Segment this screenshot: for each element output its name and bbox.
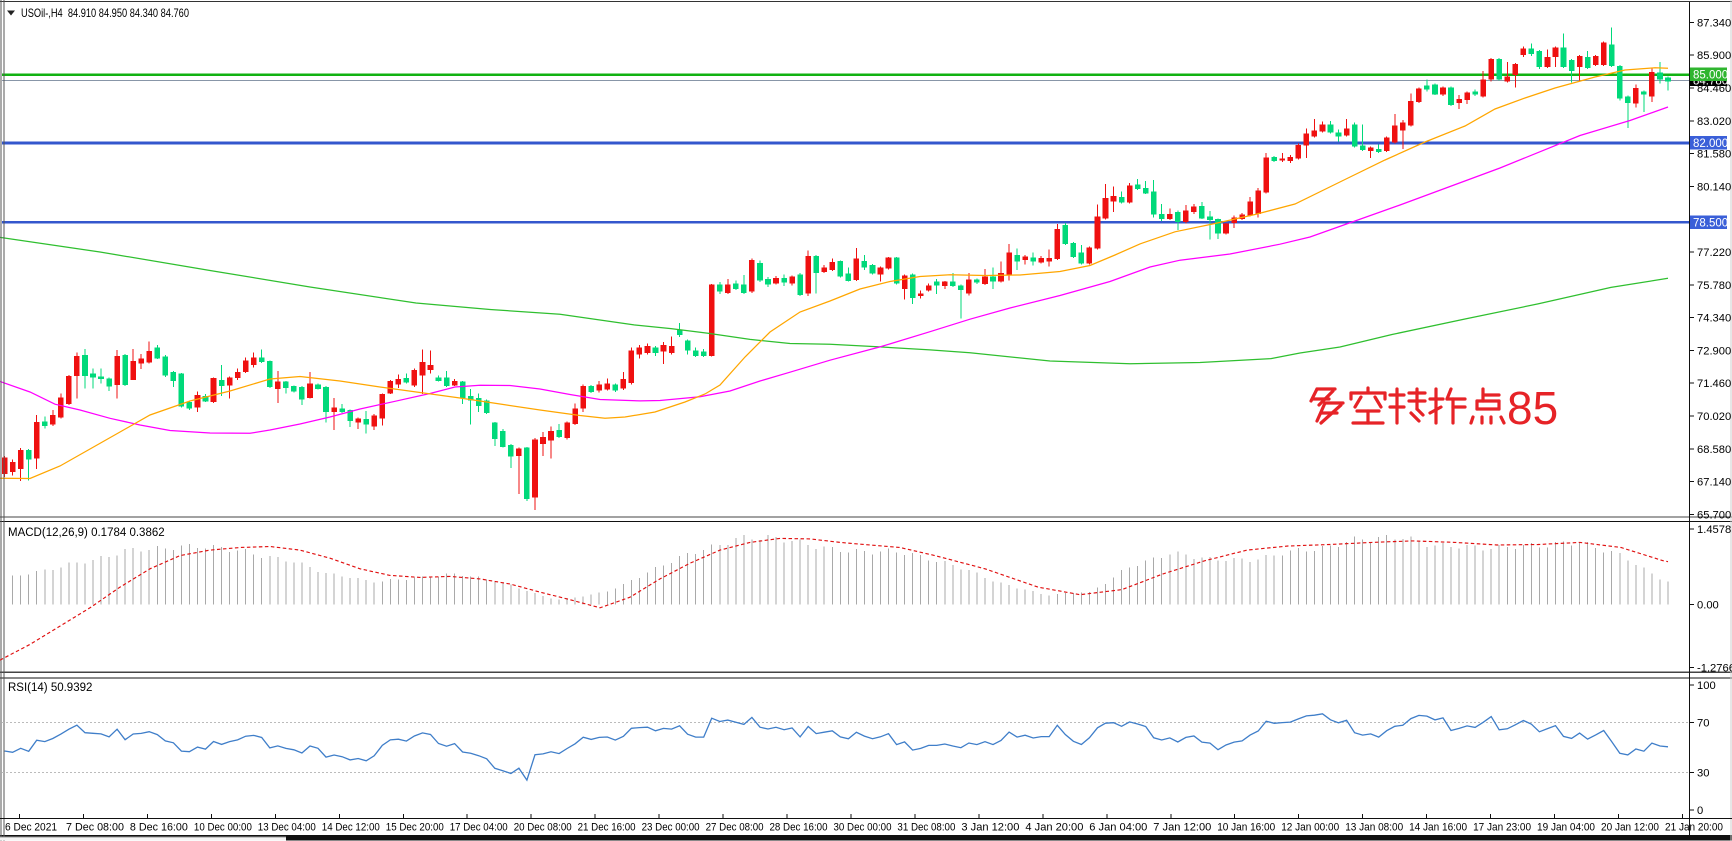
svg-text:MACD(12,26,9) 0.1784 0.3862: MACD(12,26,9) 0.1784 0.3862 <box>8 527 165 539</box>
svg-text:13 Jan 08:00: 13 Jan 08:00 <box>1345 822 1403 834</box>
svg-text:10 Dec 00:00: 10 Dec 00:00 <box>194 822 252 834</box>
svg-text:-1.2766: -1.2766 <box>1697 663 1732 675</box>
svg-text:87.340: 87.340 <box>1697 17 1731 29</box>
svg-text:31 Dec 08:00: 31 Dec 08:00 <box>897 822 955 834</box>
svg-text:RSI(14) 50.9392: RSI(14) 50.9392 <box>8 682 92 694</box>
svg-text:74.340: 74.340 <box>1697 313 1731 325</box>
svg-text:85.900: 85.900 <box>1697 50 1731 62</box>
svg-text:72.900: 72.900 <box>1697 345 1731 357</box>
svg-text:75.780: 75.780 <box>1697 280 1731 292</box>
svg-text:68.580: 68.580 <box>1697 444 1731 456</box>
svg-text:0.00: 0.00 <box>1697 599 1719 611</box>
svg-text:17 Dec 04:00: 17 Dec 04:00 <box>450 822 508 834</box>
svg-text:14 Dec 12:00: 14 Dec 12:00 <box>322 822 380 834</box>
svg-text:100: 100 <box>1697 680 1716 692</box>
svg-text:67.140: 67.140 <box>1697 477 1731 489</box>
svg-text:77.220: 77.220 <box>1697 247 1731 259</box>
svg-text:21 Jan 20:00: 21 Jan 20:00 <box>1665 822 1723 834</box>
svg-text:7 Jan 12:00: 7 Jan 12:00 <box>1153 822 1211 834</box>
svg-text:70.020: 70.020 <box>1697 411 1731 423</box>
svg-text:30 Dec 00:00: 30 Dec 00:00 <box>834 822 892 834</box>
svg-text:78.500: 78.500 <box>1693 218 1728 230</box>
svg-text:85.000: 85.000 <box>1693 69 1728 81</box>
svg-text:15 Dec 20:00: 15 Dec 20:00 <box>386 822 444 834</box>
svg-text:81.580: 81.580 <box>1697 149 1731 161</box>
svg-text:USOil-,H4 84.910 84.950 84.34: USOil-,H4 84.910 84.950 84.340 84.760 <box>21 6 189 20</box>
svg-text:13 Dec 04:00: 13 Dec 04:00 <box>258 822 316 834</box>
svg-text:82.000: 82.000 <box>1693 138 1728 150</box>
svg-text:23 Dec 00:00: 23 Dec 00:00 <box>642 822 700 834</box>
svg-text:4 Jan 20:00: 4 Jan 20:00 <box>1025 822 1083 834</box>
svg-text:1.4578: 1.4578 <box>1697 524 1731 536</box>
svg-text:17 Jan 23:00: 17 Jan 23:00 <box>1473 822 1531 834</box>
svg-text:19 Jan 04:00: 19 Jan 04:00 <box>1537 822 1595 834</box>
svg-text:6 Jan 04:00: 6 Jan 04:00 <box>1089 822 1147 834</box>
svg-text:14 Jan 16:00: 14 Jan 16:00 <box>1409 822 1467 834</box>
svg-text:20 Dec 08:00: 20 Dec 08:00 <box>514 822 572 834</box>
svg-text:71.460: 71.460 <box>1697 378 1731 390</box>
svg-text:20 Jan 12:00: 20 Jan 12:00 <box>1601 822 1659 834</box>
svg-text:28 Dec 16:00: 28 Dec 16:00 <box>770 822 828 834</box>
svg-text:83.020: 83.020 <box>1697 116 1731 128</box>
svg-text:21 Dec 16:00: 21 Dec 16:00 <box>578 822 636 834</box>
svg-text:65.700: 65.700 <box>1697 509 1731 521</box>
svg-text:8 Dec 16:00: 8 Dec 16:00 <box>130 822 188 834</box>
svg-text:3 Jan 12:00: 3 Jan 12:00 <box>961 822 1019 834</box>
svg-text:80.140: 80.140 <box>1697 181 1731 193</box>
svg-text:30: 30 <box>1697 767 1709 779</box>
svg-text:7 Dec 08:00: 7 Dec 08:00 <box>66 822 124 834</box>
svg-text:70: 70 <box>1697 717 1709 729</box>
svg-text:6 Dec 2021: 6 Dec 2021 <box>5 822 57 834</box>
svg-text:0: 0 <box>1697 805 1703 817</box>
svg-text:85: 85 <box>1507 382 1558 434</box>
svg-text:12 Jan 00:00: 12 Jan 00:00 <box>1281 822 1339 834</box>
svg-text:10 Jan 16:00: 10 Jan 16:00 <box>1217 822 1275 834</box>
svg-text:27 Dec 08:00: 27 Dec 08:00 <box>706 822 764 834</box>
